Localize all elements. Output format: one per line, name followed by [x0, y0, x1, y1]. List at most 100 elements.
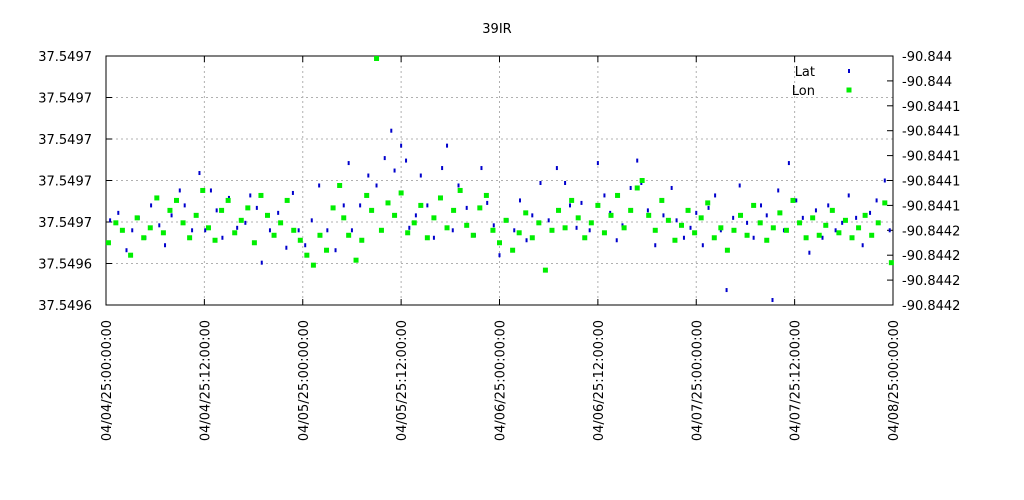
chart-title: 39IR [482, 22, 511, 37]
data-point [738, 212, 744, 218]
data-point [174, 197, 180, 203]
y-right-tick-label: -90.8442 [902, 249, 960, 264]
data-point [310, 218, 313, 223]
data-point [285, 245, 288, 250]
data-point [595, 202, 601, 208]
data-point [225, 197, 231, 203]
data-point [738, 183, 741, 188]
data-point [337, 182, 343, 188]
data-point [523, 210, 529, 216]
data-point [350, 228, 353, 233]
data-point [732, 215, 735, 220]
axis-ticks [105, 55, 894, 306]
data-point [198, 171, 201, 176]
data-point [503, 217, 509, 223]
y-right-tick-label: -90.8441 [902, 199, 960, 214]
x-tick-label: 04/06/25:00:00:00 [494, 320, 509, 441]
data-point [575, 225, 578, 230]
data-point [821, 235, 824, 240]
y-left-tick-label: 37.5497 [38, 50, 92, 65]
data-point [180, 220, 186, 226]
data-point [629, 185, 632, 190]
data-point [310, 262, 316, 268]
data-point [765, 213, 768, 218]
data-point [695, 210, 698, 215]
data-point [752, 235, 755, 240]
data-point [888, 228, 891, 233]
data-point [562, 225, 568, 231]
data-point [596, 161, 599, 166]
data-point [492, 223, 495, 228]
data-point [675, 218, 678, 223]
data-point [621, 225, 627, 231]
data-point [134, 215, 140, 221]
data-point [744, 232, 750, 238]
data-point [705, 200, 711, 206]
data-point [405, 158, 408, 163]
data-point [777, 210, 783, 216]
data-point [847, 193, 850, 198]
data-point [347, 161, 350, 166]
data-point [113, 220, 119, 226]
data-point [783, 227, 789, 233]
x-tick-label: 04/04/25:00:00:00 [100, 320, 115, 441]
data-point [855, 215, 858, 220]
x-tick-label: 04/05/25:00:00:00 [297, 320, 312, 441]
data-point [875, 198, 878, 203]
data-point [490, 227, 496, 233]
x-tick-label: 04/04/25:12:00:00 [198, 320, 213, 441]
data-point [245, 205, 251, 211]
data-point [639, 178, 645, 183]
x-tick-label: 04/05/25:12:00:00 [395, 320, 410, 441]
data-point [178, 188, 181, 193]
data-point [375, 183, 378, 188]
data-point [191, 228, 194, 233]
data-point [324, 247, 330, 253]
data-point [497, 240, 502, 246]
data-point [542, 267, 548, 273]
data-point [816, 232, 822, 238]
data-point [556, 207, 562, 213]
y-right-tick-label: -90.844 [902, 50, 952, 65]
data-point [698, 215, 704, 221]
data-point [682, 235, 685, 240]
data-point [141, 235, 147, 241]
data-point [498, 253, 501, 258]
y-right-tick-label: -90.8441 [902, 125, 960, 140]
data-point [212, 237, 218, 243]
data-point [549, 227, 555, 233]
data-point [291, 190, 294, 195]
data-point [771, 298, 774, 303]
data-point [304, 243, 307, 248]
data-point [856, 225, 862, 231]
data-point [588, 228, 591, 233]
data-point [277, 210, 280, 215]
data-point [689, 225, 692, 230]
data-point [284, 197, 290, 203]
data-point [326, 228, 329, 233]
data-point [659, 197, 665, 203]
data-point [875, 220, 881, 226]
y-left-tick-label: 37.5497 [38, 216, 92, 231]
data-point [264, 212, 270, 218]
data-point [170, 213, 173, 218]
data-point [692, 230, 698, 236]
data-point [444, 225, 450, 231]
data-point [411, 220, 417, 226]
data-point [304, 252, 310, 258]
data-point [465, 205, 468, 210]
data-point [193, 212, 199, 218]
x-tick-label: 04/07/25:12:00:00 [789, 320, 804, 441]
data-point [764, 237, 770, 243]
data-point [810, 215, 816, 221]
plot-grid [106, 56, 893, 305]
legend-marker [846, 87, 852, 93]
data-point [652, 227, 658, 233]
series-lon [105, 55, 894, 273]
data-point [244, 220, 247, 225]
data-point [205, 225, 211, 231]
y-axis-left: 37.5497 37.5497 37.5497 37.5497 37.5497 37.54… [38, 50, 92, 314]
data-point [392, 212, 398, 218]
data-point [555, 166, 558, 171]
